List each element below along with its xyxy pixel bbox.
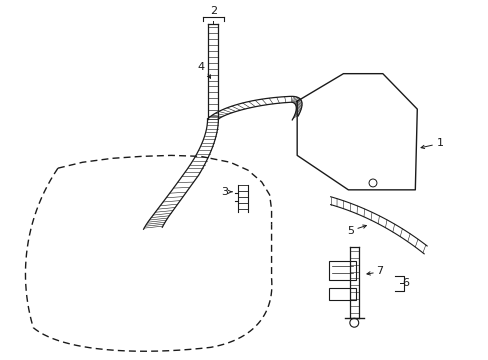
Text: 3: 3 (221, 187, 227, 197)
Text: 2: 2 (209, 6, 217, 15)
Text: 7: 7 (376, 266, 383, 276)
Text: 1: 1 (436, 138, 443, 148)
Bar (328, 288, 356, 300)
Bar (328, 261, 356, 280)
Text: 4: 4 (197, 62, 204, 72)
Text: 5: 5 (346, 226, 353, 236)
Text: 6: 6 (402, 278, 408, 288)
